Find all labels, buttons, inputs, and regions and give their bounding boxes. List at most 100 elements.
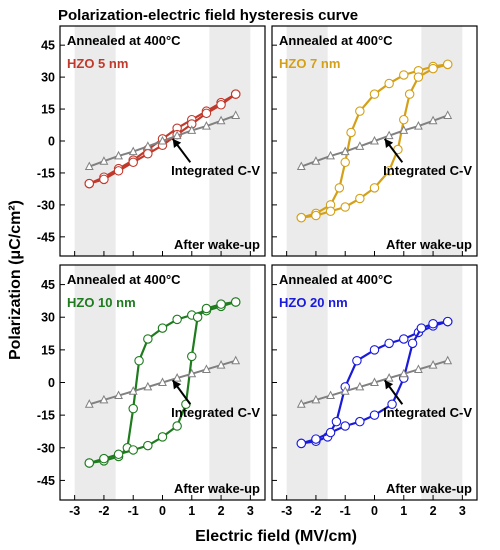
- data-point: [404, 89, 415, 99]
- data-point-triangle: [296, 161, 306, 171]
- data-point: [230, 297, 241, 307]
- y-tick-label: 30: [41, 311, 55, 325]
- data-point: [157, 432, 168, 442]
- data-point-triangle: [187, 125, 197, 134]
- data-point-triangle: [414, 364, 423, 373]
- x-tick-label: 1: [400, 504, 407, 518]
- data-point-triangle: [158, 377, 167, 386]
- data-point: [201, 303, 212, 314]
- data-point-triangle: [326, 150, 335, 160]
- data-point: [369, 410, 380, 420]
- data-point: [187, 351, 197, 362]
- y-tick-label: 0: [48, 376, 55, 390]
- data-point-triangle: [114, 390, 123, 400]
- after-wake-up-label: After wake-up: [174, 481, 260, 496]
- data-point: [84, 458, 95, 468]
- y-tick-label: -30: [37, 441, 55, 455]
- x-tick-label: 2: [218, 504, 225, 518]
- data-point: [230, 89, 241, 99]
- data-point-triangle: [128, 386, 138, 395]
- after-wake-up-label: After wake-up: [174, 237, 260, 252]
- data-point-triangle: [216, 359, 226, 369]
- data-point-triangle: [143, 141, 153, 150]
- shaded-region-right: [209, 265, 251, 500]
- data-point-triangle: [202, 120, 211, 130]
- data-point: [399, 114, 409, 125]
- data-point: [157, 323, 168, 333]
- y-axis-label: Polarization (μC/cm²): [7, 200, 24, 360]
- data-point-triangle: [172, 130, 182, 140]
- data-point-triangle: [311, 156, 321, 165]
- anneal-label: Annealed at 400°C: [67, 272, 181, 287]
- data-point: [143, 334, 153, 344]
- data-point: [216, 100, 226, 110]
- y-tick-label: -45: [37, 474, 55, 488]
- data-point: [143, 149, 153, 159]
- x-tick-label: 3: [459, 504, 466, 518]
- anneal-label: Annealed at 400°C: [279, 272, 393, 287]
- x-tick-label: 3: [247, 504, 254, 518]
- data-point: [340, 202, 350, 212]
- shaded-region-left: [74, 26, 116, 256]
- data-point-triangle: [202, 364, 211, 373]
- data-point: [355, 106, 365, 116]
- data-point-triangle: [231, 110, 241, 119]
- integrated-cv-label: Integrated C-V: [383, 163, 472, 178]
- data-point-triangle: [99, 156, 109, 165]
- data-point-triangle: [340, 146, 350, 156]
- arrow-head: [172, 138, 182, 148]
- data-point: [416, 323, 427, 333]
- shaded-region-left: [286, 265, 328, 500]
- shaded-region-right: [421, 265, 463, 500]
- data-point: [113, 166, 124, 176]
- y-tick-label: -30: [37, 198, 55, 212]
- y-tick-label: -15: [37, 166, 55, 180]
- data-point: [296, 212, 307, 223]
- arrow-head: [384, 380, 394, 390]
- data-point: [428, 318, 438, 329]
- data-point: [428, 63, 438, 74]
- x-tick-label: -2: [98, 504, 109, 518]
- data-point: [384, 166, 394, 176]
- data-point-triangle: [172, 373, 182, 382]
- data-point-triangle: [187, 368, 197, 378]
- data-point: [311, 434, 321, 444]
- y-tick-label: 30: [41, 71, 55, 85]
- data-point-triangle: [399, 125, 409, 134]
- data-point: [407, 338, 418, 349]
- data-point-triangle: [443, 355, 453, 365]
- data-point: [355, 416, 365, 427]
- data-point-triangle: [443, 110, 453, 119]
- panel-bottom-right: -3 -2 -1 0 1 2 3 Annealed at 400°C HZO 20 nm Inte…: [271, 264, 478, 518]
- data-point: [99, 174, 109, 185]
- shaded-region-right: [421, 26, 463, 256]
- y-tick-label: 15: [41, 103, 55, 117]
- data-point: [413, 72, 424, 82]
- y-tick-label: 45: [41, 39, 55, 53]
- arrow-head: [384, 138, 394, 148]
- data-point-triangle: [158, 135, 167, 145]
- data-point: [369, 345, 380, 355]
- data-point: [352, 355, 362, 366]
- anneal-label: Annealed at 400°C: [279, 33, 393, 48]
- data-point: [113, 449, 124, 460]
- data-point: [296, 438, 307, 449]
- data-point: [134, 355, 144, 366]
- x-axis-label: Electric field (MV/cm): [195, 528, 357, 545]
- data-point: [128, 157, 138, 168]
- sample-label: HZO 7 nm: [279, 56, 340, 71]
- data-point: [216, 299, 226, 309]
- data-point-triangle: [370, 377, 379, 386]
- data-point: [399, 70, 409, 80]
- x-tick-label: -1: [340, 504, 351, 518]
- data-point-triangle: [128, 146, 138, 156]
- data-point: [355, 193, 365, 204]
- figure-title: Polarization-electric field hysteresis c…: [58, 7, 358, 24]
- x-tick-label: 0: [371, 504, 378, 518]
- data-point-triangle: [216, 115, 226, 125]
- arrow-head: [172, 380, 182, 390]
- y-tick-label: 45: [41, 278, 55, 292]
- sample-label: HZO 20 nm: [279, 295, 348, 310]
- data-point-triangle: [84, 399, 94, 408]
- x-tick-label: 2: [430, 504, 437, 518]
